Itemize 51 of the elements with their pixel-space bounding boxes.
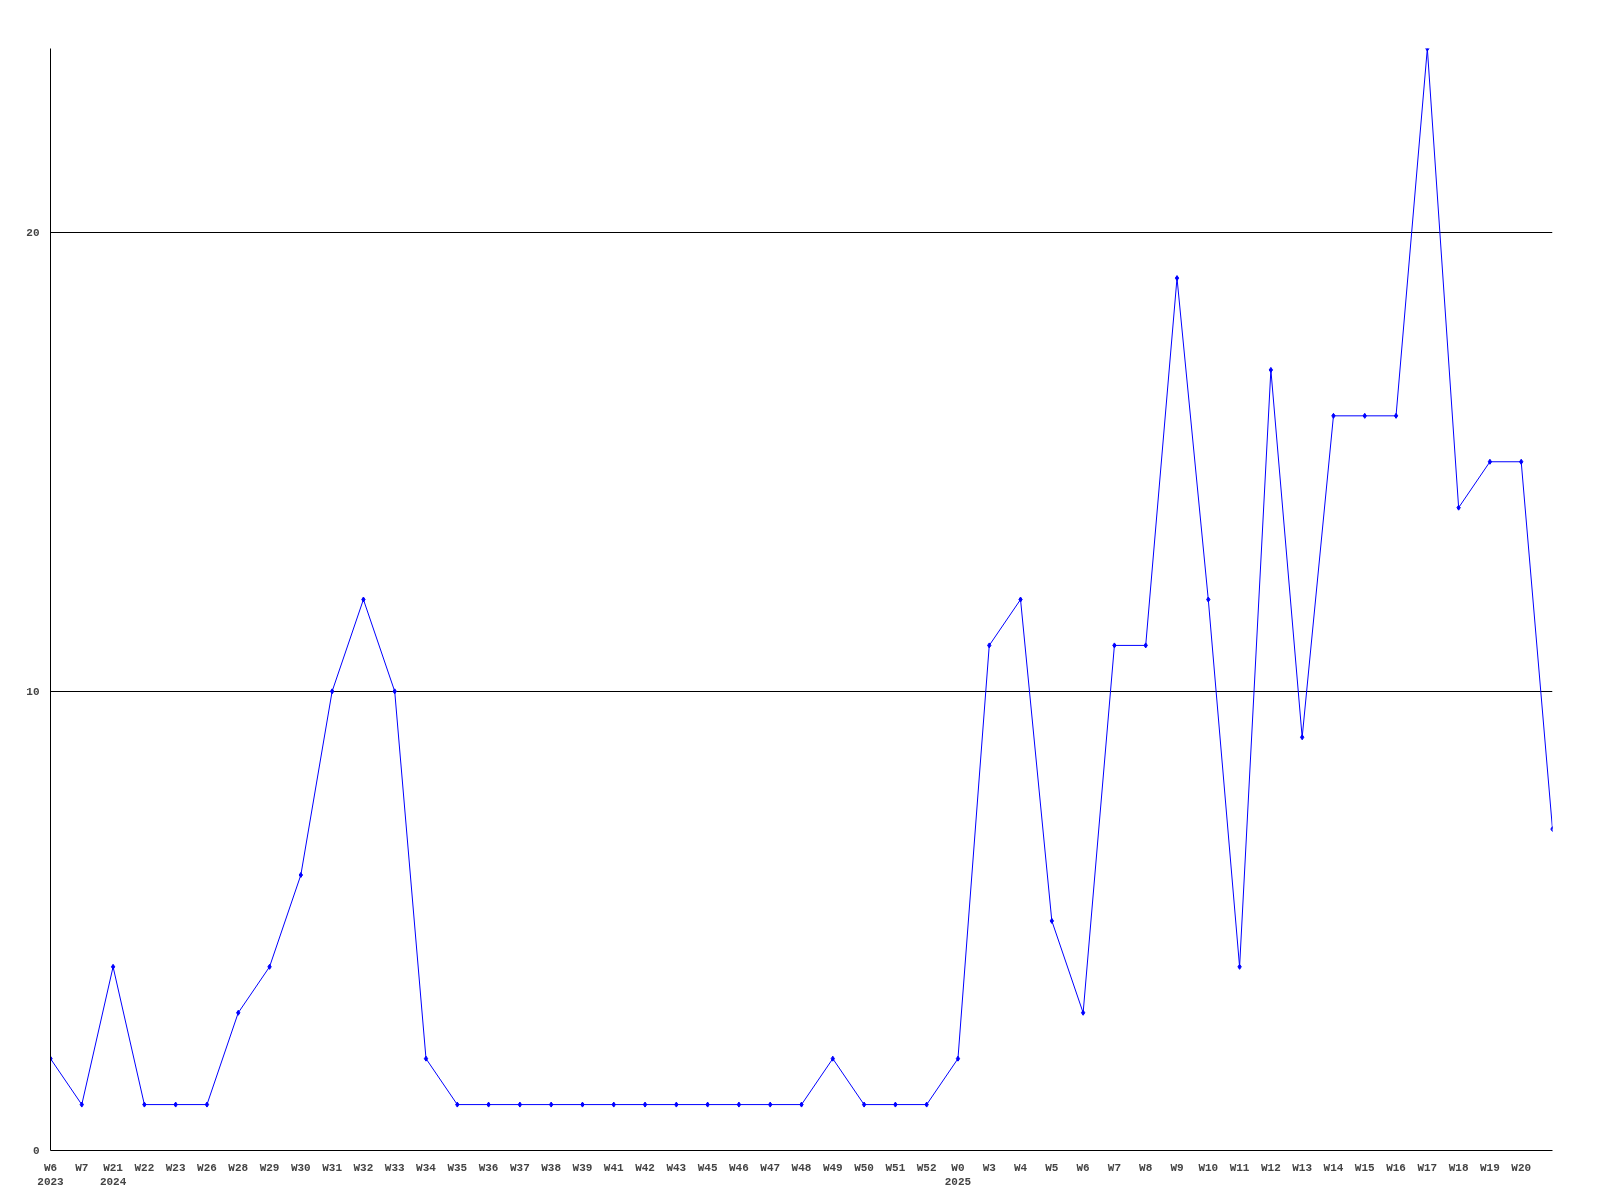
x-tick-label: W0 2025 xyxy=(944,1161,972,1188)
x-tick-label: W3 xyxy=(982,1161,997,1174)
x-tick-label: W48 xyxy=(791,1161,812,1174)
x-tick-label: W50 xyxy=(854,1161,874,1174)
x-tick-label: W49 xyxy=(822,1161,843,1174)
x-tick-label: W41 xyxy=(603,1161,625,1174)
x-tick-label: W9 xyxy=(1170,1161,1184,1174)
x-tick-label: W51 xyxy=(885,1161,906,1174)
x-tick-label: W26 xyxy=(197,1161,217,1174)
x-tick-label: W21 2024 xyxy=(99,1161,127,1188)
x-tick-label: W46 xyxy=(729,1161,749,1174)
x-tick-label: W12 xyxy=(1260,1161,1281,1174)
x-tick-label: W14 xyxy=(1323,1161,1344,1174)
y-tick-label: 20 xyxy=(26,226,40,239)
x-tick-label: W6 xyxy=(1076,1161,1090,1174)
x-tick-label: W38 xyxy=(541,1161,562,1174)
x-tick-label: W13 xyxy=(1292,1161,1313,1174)
x-tick-label: W8 xyxy=(1139,1161,1153,1174)
x-tick-label: W52 xyxy=(916,1161,937,1174)
x-tick-label: W34 xyxy=(416,1161,437,1174)
x-tick-label: W23 xyxy=(165,1161,186,1174)
x-tick-label: W42 xyxy=(635,1161,655,1174)
x-tick-label: W5 xyxy=(1045,1161,1059,1174)
x-tick-label: W33 xyxy=(384,1161,406,1174)
x-tick-label: W17 xyxy=(1417,1161,1438,1174)
x-tick-label: W30 xyxy=(290,1161,311,1174)
x-tick-label: W43 xyxy=(666,1161,687,1174)
x-tick-label: W36 xyxy=(478,1161,499,1174)
x-tick-label: W45 xyxy=(697,1161,718,1174)
x-tick-label: W19 xyxy=(1480,1161,1500,1174)
x-tick-label: W4 xyxy=(1013,1161,1028,1174)
x-tick-label: W7 xyxy=(75,1161,89,1174)
x-tick-label: W18 xyxy=(1448,1161,1469,1174)
x-tick-label: W7 xyxy=(1107,1161,1122,1174)
x-tick-label: W20 xyxy=(1511,1161,1532,1174)
x-tick-label: W15 xyxy=(1354,1161,1376,1174)
x-tick-label: W37 xyxy=(509,1161,530,1174)
x-tick-label: W16 xyxy=(1386,1161,1406,1174)
x-tick-label: W28 xyxy=(228,1161,249,1174)
x-tick-label: W6 2023 xyxy=(37,1161,65,1188)
x-tick-label: W10 xyxy=(1198,1161,1219,1174)
x-tick-label: W47 xyxy=(760,1161,781,1174)
y-tick-label: 0 xyxy=(32,1145,40,1157)
y-tick-label: 10 xyxy=(26,685,40,698)
x-tick-label: W22 xyxy=(134,1161,155,1174)
x-tick-label: W35 xyxy=(447,1161,468,1174)
x-tick-label: W11 xyxy=(1229,1161,1250,1174)
x-tick-label: W39 xyxy=(572,1161,593,1174)
x-tick-label: W31 xyxy=(322,1161,343,1174)
x-tick-label: W32 xyxy=(353,1161,374,1174)
x-tick-label: W29 xyxy=(259,1161,280,1174)
